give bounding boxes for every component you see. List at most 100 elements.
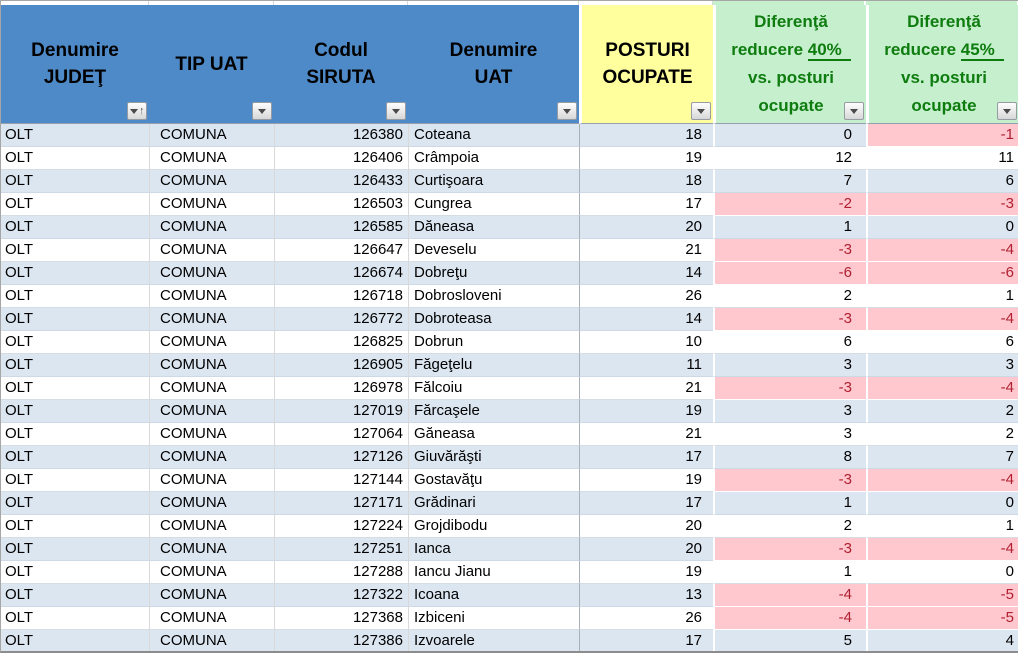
- cell-tip-uat[interactable]: COMUNA: [149, 538, 274, 561]
- cell-tip-uat[interactable]: COMUNA: [149, 377, 274, 400]
- cell-denumire-judet[interactable]: OLT: [1, 331, 149, 354]
- cell-diferenta-40[interactable]: 3: [713, 354, 866, 377]
- header-diferenta-40[interactable]: Diferenţă reducere 40% vs. posturi ocupa…: [713, 5, 866, 124]
- cell-diferenta-40[interactable]: 2: [713, 285, 866, 308]
- cell-diferenta-45[interactable]: -4: [866, 308, 1018, 331]
- cell-denumire-judet[interactable]: OLT: [1, 354, 149, 377]
- cell-diferenta-40[interactable]: 6: [713, 331, 866, 354]
- cell-diferenta-45[interactable]: -3: [866, 193, 1018, 216]
- cell-denumire-judet[interactable]: OLT: [1, 239, 149, 262]
- cell-denumire-uat[interactable]: Găneasa: [408, 423, 579, 446]
- cell-denumire-judet[interactable]: OLT: [1, 492, 149, 515]
- cell-posturi-ocupate[interactable]: 26: [579, 607, 713, 630]
- cell-diferenta-40[interactable]: 1: [713, 216, 866, 239]
- cell-codul-siruta[interactable]: 127288: [274, 561, 408, 584]
- cell-tip-uat[interactable]: COMUNA: [149, 469, 274, 492]
- cell-codul-siruta[interactable]: 126406: [274, 147, 408, 170]
- cell-tip-uat[interactable]: COMUNA: [149, 239, 274, 262]
- cell-tip-uat[interactable]: COMUNA: [149, 193, 274, 216]
- cell-diferenta-40[interactable]: -4: [713, 584, 866, 607]
- cell-codul-siruta[interactable]: 126647: [274, 239, 408, 262]
- cell-denumire-uat[interactable]: Făgeţelu: [408, 354, 579, 377]
- cell-diferenta-40[interactable]: 2: [713, 515, 866, 538]
- cell-denumire-uat[interactable]: Dobreţu: [408, 262, 579, 285]
- cell-diferenta-45[interactable]: 2: [866, 423, 1018, 446]
- cell-codul-siruta[interactable]: 127144: [274, 469, 408, 492]
- cell-denumire-uat[interactable]: Cungrea: [408, 193, 579, 216]
- cell-denumire-uat[interactable]: Izbiceni: [408, 607, 579, 630]
- cell-denumire-judet[interactable]: OLT: [1, 446, 149, 469]
- cell-denumire-judet[interactable]: OLT: [1, 377, 149, 400]
- cell-diferenta-45[interactable]: 0: [866, 492, 1018, 515]
- cell-denumire-uat[interactable]: Grojdibodu: [408, 515, 579, 538]
- cell-denumire-judet[interactable]: OLT: [1, 216, 149, 239]
- cell-diferenta-45[interactable]: 6: [866, 331, 1018, 354]
- cell-diferenta-45[interactable]: 6: [866, 170, 1018, 193]
- cell-diferenta-40[interactable]: 8: [713, 446, 866, 469]
- cell-tip-uat[interactable]: COMUNA: [149, 216, 274, 239]
- cell-denumire-uat[interactable]: Ianca: [408, 538, 579, 561]
- cell-denumire-uat[interactable]: Curtişoara: [408, 170, 579, 193]
- cell-diferenta-40[interactable]: 3: [713, 423, 866, 446]
- cell-tip-uat[interactable]: COMUNA: [149, 607, 274, 630]
- cell-diferenta-45[interactable]: -5: [866, 607, 1018, 630]
- header-denumire-uat[interactable]: Denumire UAT: [408, 5, 579, 124]
- cell-posturi-ocupate[interactable]: 18: [579, 124, 713, 147]
- cell-denumire-uat[interactable]: Crâmpoia: [408, 147, 579, 170]
- cell-diferenta-40[interactable]: 1: [713, 561, 866, 584]
- cell-diferenta-45[interactable]: -1: [866, 124, 1018, 147]
- cell-denumire-judet[interactable]: OLT: [1, 285, 149, 308]
- cell-diferenta-40[interactable]: -3: [713, 377, 866, 400]
- cell-codul-siruta[interactable]: 127064: [274, 423, 408, 446]
- cell-denumire-uat[interactable]: Gostavăţu: [408, 469, 579, 492]
- cell-diferenta-40[interactable]: -3: [713, 538, 866, 561]
- cell-tip-uat[interactable]: COMUNA: [149, 584, 274, 607]
- cell-diferenta-40[interactable]: 1: [713, 492, 866, 515]
- filter-button-dif45[interactable]: [997, 102, 1017, 120]
- cell-posturi-ocupate[interactable]: 26: [579, 285, 713, 308]
- cell-tip-uat[interactable]: COMUNA: [149, 423, 274, 446]
- cell-posturi-ocupate[interactable]: 20: [579, 515, 713, 538]
- cell-denumire-judet[interactable]: OLT: [1, 262, 149, 285]
- cell-posturi-ocupate[interactable]: 14: [579, 262, 713, 285]
- cell-codul-siruta[interactable]: 126503: [274, 193, 408, 216]
- cell-denumire-judet[interactable]: OLT: [1, 515, 149, 538]
- cell-tip-uat[interactable]: COMUNA: [149, 515, 274, 538]
- cell-diferenta-45[interactable]: 7: [866, 446, 1018, 469]
- cell-codul-siruta[interactable]: 127171: [274, 492, 408, 515]
- cell-diferenta-40[interactable]: 7: [713, 170, 866, 193]
- cell-tip-uat[interactable]: COMUNA: [149, 331, 274, 354]
- filter-button-tip-uat[interactable]: [252, 102, 272, 120]
- cell-codul-siruta[interactable]: 126718: [274, 285, 408, 308]
- cell-tip-uat[interactable]: COMUNA: [149, 400, 274, 423]
- cell-codul-siruta[interactable]: 127386: [274, 630, 408, 651]
- cell-diferenta-40[interactable]: -6: [713, 262, 866, 285]
- cell-diferenta-45[interactable]: 2: [866, 400, 1018, 423]
- cell-diferenta-45[interactable]: 1: [866, 515, 1018, 538]
- cell-diferenta-45[interactable]: 4: [866, 630, 1018, 651]
- cell-diferenta-45[interactable]: 1: [866, 285, 1018, 308]
- cell-codul-siruta[interactable]: 127322: [274, 584, 408, 607]
- cell-denumire-uat[interactable]: Iancu Jianu: [408, 561, 579, 584]
- cell-denumire-uat[interactable]: Izvoarele: [408, 630, 579, 651]
- cell-denumire-uat[interactable]: Dobrosloveni: [408, 285, 579, 308]
- cell-tip-uat[interactable]: COMUNA: [149, 147, 274, 170]
- cell-diferenta-40[interactable]: 5: [713, 630, 866, 651]
- cell-denumire-uat[interactable]: Fălcoiu: [408, 377, 579, 400]
- cell-posturi-ocupate[interactable]: 20: [579, 538, 713, 561]
- cell-diferenta-45[interactable]: 3: [866, 354, 1018, 377]
- cell-denumire-judet[interactable]: OLT: [1, 308, 149, 331]
- cell-codul-siruta[interactable]: 126772: [274, 308, 408, 331]
- cell-codul-siruta[interactable]: 127251: [274, 538, 408, 561]
- cell-codul-siruta[interactable]: 127019: [274, 400, 408, 423]
- cell-denumire-judet[interactable]: OLT: [1, 400, 149, 423]
- cell-denumire-judet[interactable]: OLT: [1, 147, 149, 170]
- cell-denumire-uat[interactable]: Fărcaşele: [408, 400, 579, 423]
- cell-posturi-ocupate[interactable]: 14: [579, 308, 713, 331]
- cell-denumire-judet[interactable]: OLT: [1, 538, 149, 561]
- cell-diferenta-40[interactable]: -2: [713, 193, 866, 216]
- cell-denumire-uat[interactable]: Giuvărăşti: [408, 446, 579, 469]
- cell-codul-siruta[interactable]: 126433: [274, 170, 408, 193]
- cell-diferenta-40[interactable]: 0: [713, 124, 866, 147]
- cell-codul-siruta[interactable]: 127126: [274, 446, 408, 469]
